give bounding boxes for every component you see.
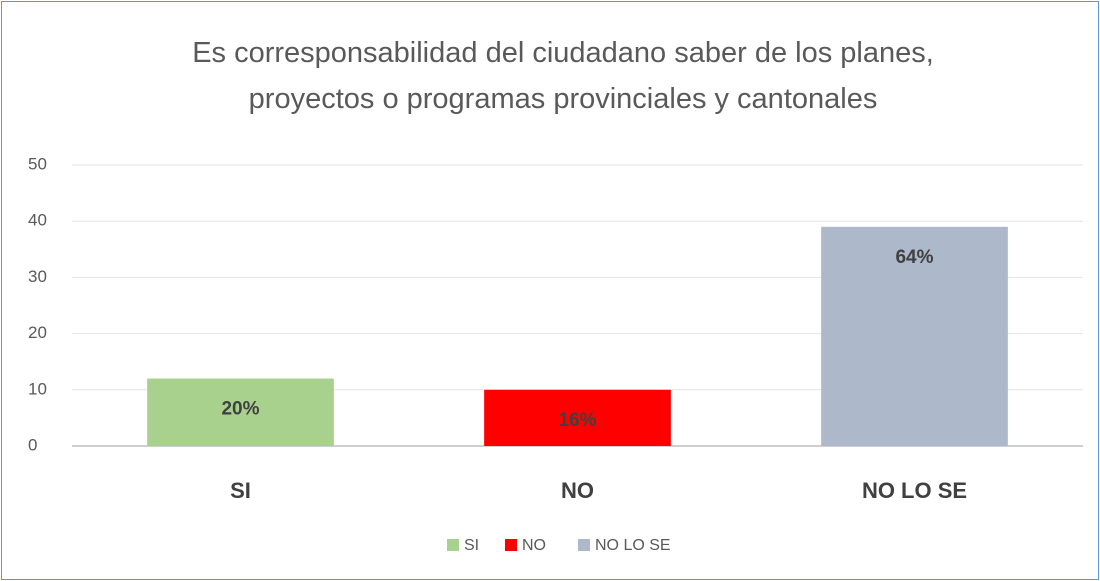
data-label: 64%	[895, 247, 933, 268]
y-tick-label: 40	[28, 211, 47, 230]
x-tick-label: SI	[230, 478, 251, 503]
y-tick-label: 30	[28, 267, 47, 286]
y-tick-label: 50	[28, 154, 47, 173]
bar	[147, 378, 334, 446]
legend-label: SI	[464, 537, 479, 554]
y-tick-label: 0	[28, 435, 37, 454]
chart-title: Es corresponsabilidad del ciudadano sabe…	[192, 37, 934, 115]
x-tick-label: NO LO SE	[862, 478, 967, 503]
legend-label: NO LO SE	[595, 537, 671, 554]
legend-swatch	[578, 539, 590, 551]
bar	[484, 389, 671, 446]
y-tick-label: 20	[28, 323, 47, 342]
legend-swatch	[505, 539, 517, 551]
y-tick-label: 10	[28, 379, 47, 398]
bar	[821, 226, 1008, 446]
data-label: 16%	[558, 410, 596, 431]
legend-label: NO	[522, 537, 546, 554]
data-label: 20%	[221, 399, 259, 420]
x-tick-label: NO	[561, 478, 594, 503]
legend-swatch	[447, 539, 459, 551]
